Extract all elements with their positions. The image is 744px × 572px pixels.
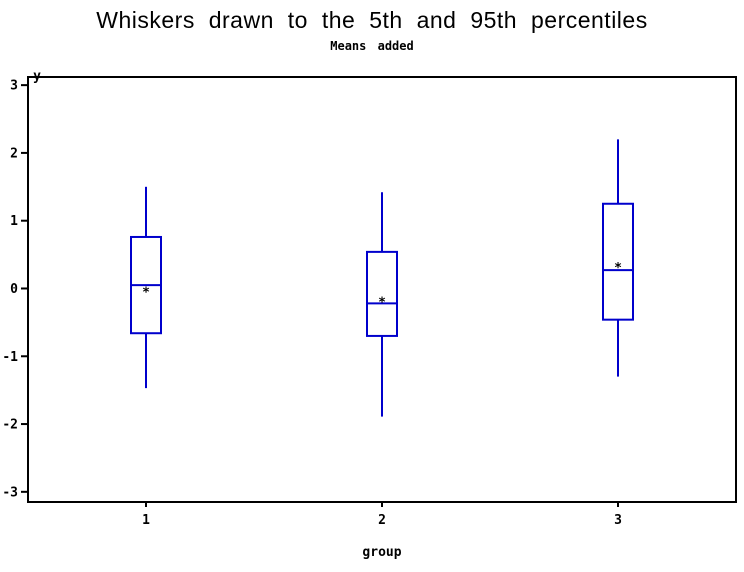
y-axis-label: y (33, 69, 41, 84)
x-tick-label: 2 (378, 513, 386, 528)
iqr-box (602, 202, 634, 321)
y-tick-label: -1 (2, 350, 18, 365)
x-tick-label: 3 (614, 513, 622, 528)
chart-title: Whiskers drawn to the 5th and 95th perce… (96, 7, 648, 33)
mean-marker-icon: * (614, 261, 622, 276)
x-tick-label: 1 (142, 513, 150, 528)
mean-marker-icon: * (142, 285, 150, 300)
y-tick-label: 1 (10, 214, 18, 229)
y-tick-label: 3 (10, 79, 18, 94)
iqr-box (366, 250, 398, 337)
y-tick-label: -2 (2, 418, 18, 433)
y-tick-label: -3 (2, 485, 18, 500)
x-axis-label: group (362, 545, 401, 560)
mean-marker-icon: * (378, 296, 386, 311)
y-tick-label: 2 (10, 146, 18, 161)
chart-subtitle: Means added (330, 39, 414, 53)
y-tick-label: 0 (10, 282, 18, 297)
